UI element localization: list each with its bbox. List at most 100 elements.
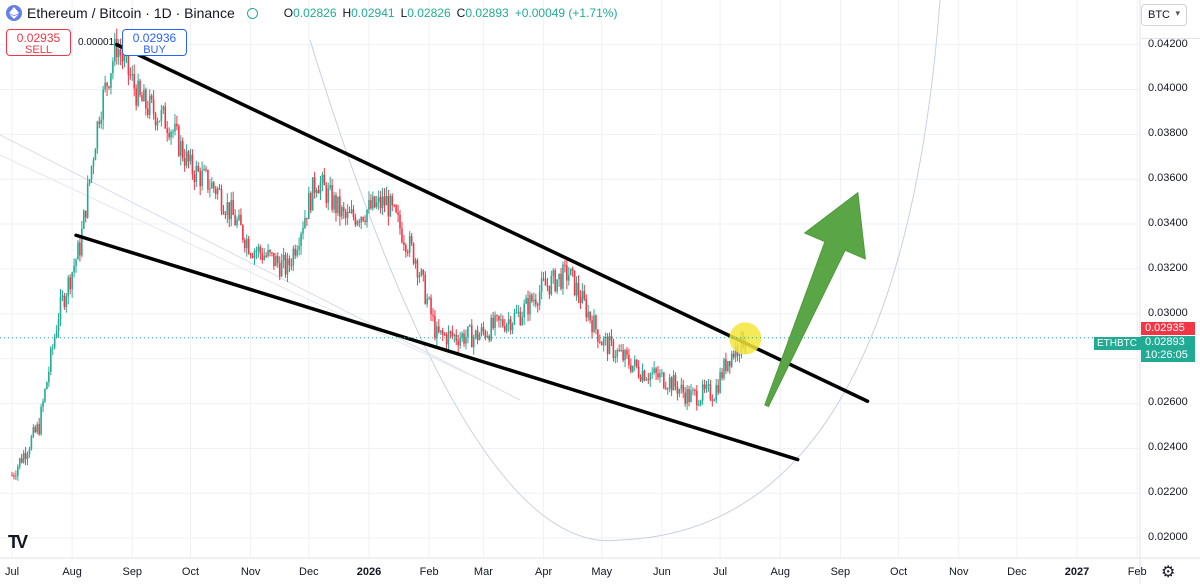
candle-body <box>13 475 15 477</box>
candle-body <box>624 350 626 361</box>
candle-body <box>657 372 659 378</box>
candle-body <box>276 256 279 264</box>
candle-body <box>220 189 223 211</box>
candle-body <box>304 217 306 229</box>
candle-body <box>498 315 500 321</box>
candle-body <box>364 220 366 223</box>
candle-body <box>554 270 556 292</box>
scale-separator <box>1141 38 1200 39</box>
candle-body <box>375 202 378 208</box>
candle-body <box>294 248 297 256</box>
time-tick-label: 2027 <box>1064 566 1090 578</box>
candle-body <box>224 213 227 215</box>
candle-body <box>556 279 558 292</box>
candle-body <box>637 366 640 377</box>
candle-body <box>655 368 657 373</box>
candle-body <box>244 239 246 249</box>
candle-body <box>269 249 271 253</box>
candle-body <box>352 209 355 217</box>
time-tick-label: Jul <box>4 566 20 578</box>
candle-body <box>531 294 533 302</box>
last-price-tag: 0.02893 10:26:05 <box>1141 336 1195 362</box>
price-tick-label: 0.03200 <box>1148 261 1188 274</box>
candle-body <box>112 61 114 74</box>
candle-body <box>430 297 432 315</box>
chart-grid <box>0 0 1140 558</box>
candle-body <box>684 392 686 404</box>
lower-trendline <box>74 233 800 462</box>
candle-body <box>77 242 79 260</box>
candle-body <box>50 348 52 372</box>
candle-body <box>201 170 203 187</box>
candle-body <box>139 80 141 96</box>
candle-body <box>511 323 514 331</box>
candle-body <box>242 225 244 240</box>
candle-body <box>168 132 170 138</box>
candle-body <box>257 246 260 252</box>
currency-select[interactable]: BTC ▾ <box>1141 4 1187 26</box>
candle-body <box>395 205 397 213</box>
candle-body <box>61 295 64 297</box>
candle-body <box>106 82 108 87</box>
candle-body <box>381 196 384 209</box>
candle-body <box>325 185 328 203</box>
candle-body <box>337 196 339 213</box>
candle-body <box>540 278 543 292</box>
candle-body <box>482 327 485 332</box>
candle-body <box>546 285 549 287</box>
candle-body <box>191 154 194 175</box>
candle-body <box>110 73 112 88</box>
candle-body <box>614 356 617 358</box>
candle-body <box>288 258 291 266</box>
candle-body <box>668 377 671 389</box>
candle-body <box>104 82 106 90</box>
candle-body <box>385 195 388 206</box>
candle-body <box>709 384 712 400</box>
symbol-title[interactable]: Ethereum / Bitcoin · 1D · Binance <box>27 5 235 21</box>
candle-body <box>387 195 390 217</box>
candle-body <box>503 326 506 331</box>
candle-body <box>26 454 29 460</box>
candle-body <box>719 372 721 393</box>
candle-body <box>240 214 242 226</box>
candle-body <box>199 171 201 187</box>
candle-body <box>162 106 165 110</box>
candle-body <box>632 365 634 372</box>
candle-body <box>664 387 667 390</box>
candle-body <box>24 452 27 460</box>
candle-body <box>457 340 459 346</box>
candle-body <box>519 311 522 325</box>
candle-body <box>160 109 163 121</box>
candle-body <box>469 325 471 327</box>
candle-body <box>666 388 669 390</box>
candle-body <box>267 249 269 257</box>
candle-body <box>247 239 250 254</box>
candle-body <box>82 210 85 229</box>
candle-body <box>127 52 130 75</box>
candle-body <box>639 376 642 381</box>
sell-button[interactable]: 0.02935 SELL <box>6 29 71 56</box>
candle-body <box>569 268 572 276</box>
candle-body <box>143 89 145 102</box>
candle-body <box>11 475 13 477</box>
candle-body <box>178 126 180 156</box>
candle-body <box>494 315 496 328</box>
buy-button[interactable]: 0.02936 BUY <box>122 29 187 56</box>
curve-annotation <box>0 0 941 542</box>
candle-body <box>203 168 205 171</box>
candle-body <box>478 334 481 341</box>
candle-body <box>608 336 611 355</box>
candle-body <box>412 243 415 264</box>
candle-body <box>697 404 700 406</box>
candle-body <box>527 298 529 315</box>
candle-body <box>317 189 320 194</box>
candle-body <box>98 121 101 124</box>
candle-body <box>591 320 593 333</box>
gear-icon[interactable]: ⚙ <box>1161 564 1176 581</box>
candle-body <box>515 312 518 314</box>
candle-body <box>713 400 716 402</box>
candle-body <box>327 188 330 203</box>
candle-body <box>571 268 574 271</box>
candle-body <box>356 221 359 225</box>
